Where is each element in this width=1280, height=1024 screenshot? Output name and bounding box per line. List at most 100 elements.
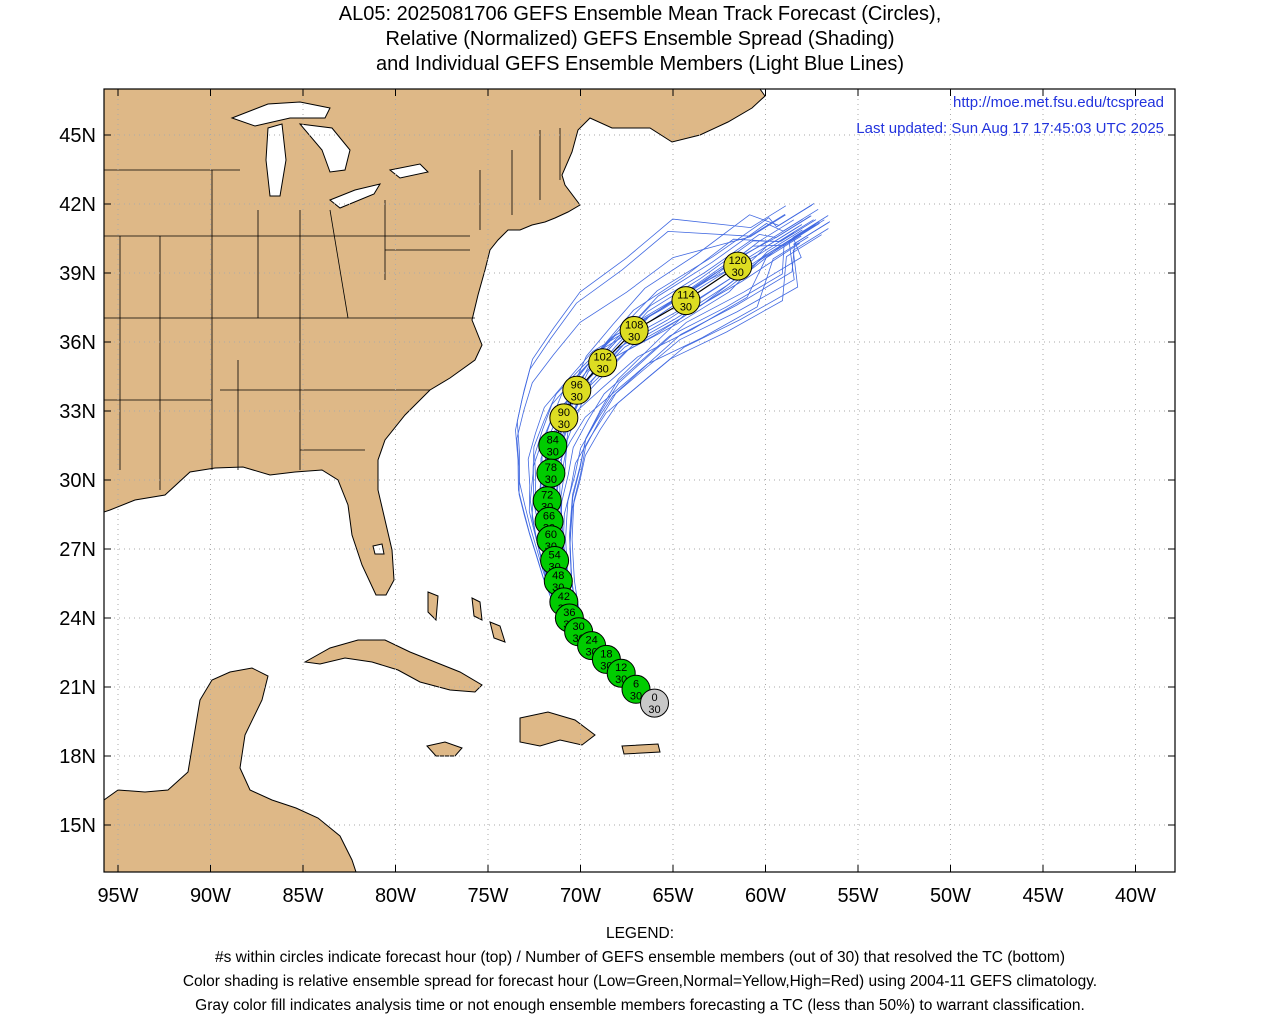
lake-superior [230,101,331,127]
legend-line-1: #s within circles indicate forecast hour… [215,949,1065,966]
forecast-circle [723,251,753,281]
lon-label: 70W [560,885,601,907]
lat-label: 24N [59,608,96,630]
member-count: 30 [597,364,609,376]
forecast-point: 030 [640,688,669,718]
lat-label: 39N [59,263,96,285]
lat-label: 45N [59,125,96,147]
forecast-hour: 114 [677,290,695,302]
chart-title-line-3: and Individual GEFS Ensemble Members (Li… [375,53,905,75]
bahamas-island-3 [489,621,506,643]
forecast-hour: 66 [543,510,555,522]
forecast-circle [549,403,579,433]
lat-label: 18N [59,746,96,768]
forecast-hour: 90 [558,407,570,419]
member-count: 30 [571,391,583,403]
lon-label: 95W [97,885,138,907]
chart-title-line-1: AL05: 2025081706 GEFS Ensemble Mean Trac… [338,3,942,25]
forecast-hour: 30 [573,621,585,633]
forecast-hour: 78 [545,462,557,474]
forecast-hour: 108 [625,320,643,332]
lon-label: 50W [930,885,971,907]
legend-line-3: Gray color fill indicates analysis time … [195,997,1085,1014]
forecast-circle [619,316,649,345]
lake-michigan [265,123,287,197]
central-america-landmass [104,667,357,872]
member-count: 30 [648,704,660,716]
forecast-hour: 6 [633,678,639,690]
forecast-hour: 42 [558,591,570,603]
track-map: 1203011430108301023096309030843078307230… [59,88,1176,907]
lon-label: 65W [652,885,693,907]
forecast-hour: 18 [600,648,612,660]
lon-label: 90W [190,885,231,907]
longitude-labels: 95W 90W 85W 80W 75W 70W 65W 60W 55W 50W 45W 40W [97,885,1156,907]
bahamas-island-2 [471,597,483,621]
lat-label: 30N [59,470,96,492]
latitude-labels: 45N 42N 39N 36N 33N 30N 27N 24N 21N 18N 15N [59,125,96,837]
chart-title-line-2: Relative (Normalized) GEFS Ensemble Spre… [385,28,895,50]
forecast-hour: 12 [615,662,627,674]
puerto-rico-island [621,743,661,755]
member-count: 30 [732,267,744,279]
bahamas-island-1 [427,591,439,622]
forecast-hour: 36 [563,607,575,619]
forecast-hour: 0 [651,692,657,704]
lake-okeechobee [372,543,385,555]
lat-label: 27N [59,539,96,561]
lon-label: 85W [282,885,323,907]
legend-heading: LEGEND: [605,925,675,942]
forecast-points: 1203011430108301023096309030843078307230… [532,251,753,718]
member-count: 30 [680,302,692,314]
lon-label: 75W [467,885,508,907]
lat-label: 42N [59,194,96,216]
forecast-hour: 120 [729,255,747,267]
forecast-hour: 54 [548,550,560,562]
member-count: 30 [630,690,642,702]
last-updated: Last updated: Sun Aug 17 17:45:03 UTC 20… [856,120,1164,137]
member-count: 30 [628,332,640,344]
member-count: 30 [547,447,559,459]
lon-label: 55W [837,885,878,907]
lon-label: 45W [1022,885,1063,907]
source-url: http://moe.met.fsu.edu/tcspread [953,94,1164,111]
forecast-hour: 102 [594,352,612,364]
water-bodies [230,101,430,555]
jamaica-island [426,741,463,757]
forecast-hour: 96 [571,379,583,391]
forecast-circle [562,375,592,405]
forecast-circle [640,688,669,718]
cuba-island [303,639,483,693]
forecast-circle [671,286,701,316]
lon-label: 60W [745,885,786,907]
lake-erie [329,183,382,209]
lat-label: 36N [59,332,96,354]
lake-ontario [388,163,430,179]
axis-ticks [104,89,1175,872]
forecast-hour: 60 [545,529,557,541]
hispaniola-island [519,711,596,747]
forecast-hour: 48 [552,570,564,582]
forecast-hour: 24 [585,635,597,647]
legend-line-2: Color shading is relative ensemble sprea… [182,973,1098,990]
forecast-circle [588,348,618,378]
lake-huron [298,123,351,173]
member-count: 30 [558,419,570,431]
lon-label: 80W [375,885,416,907]
forecast-hour: 72 [541,490,553,502]
forecast-hour: 84 [547,435,559,447]
lon-label: 40W [1115,885,1156,907]
lat-label: 21N [59,677,96,699]
member-count: 30 [545,474,557,486]
lat-label: 33N [59,401,96,423]
lat-label: 15N [59,815,96,837]
border-line [329,209,349,319]
